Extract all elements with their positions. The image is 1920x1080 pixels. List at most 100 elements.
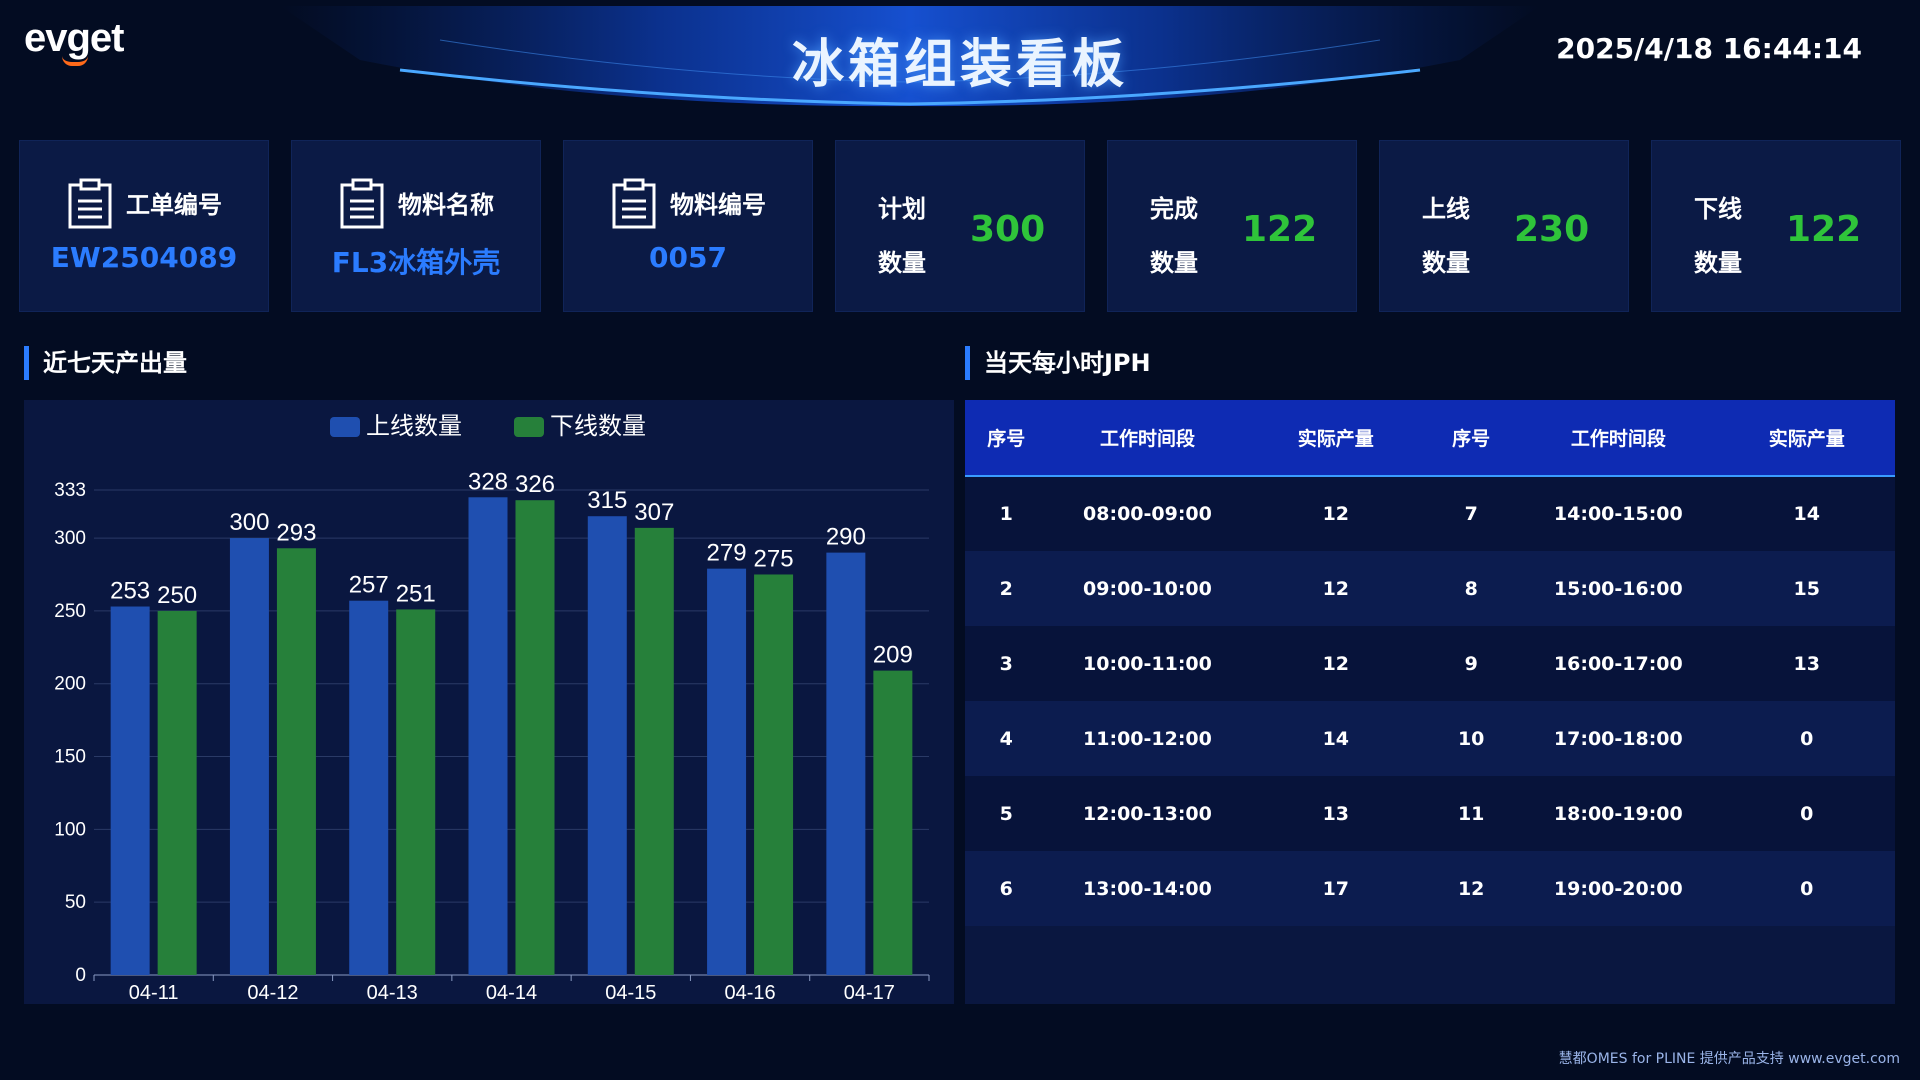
data-label: 328 [468, 468, 508, 495]
material-code-label: 物料编号 [670, 191, 766, 219]
bar-offline [634, 527, 674, 975]
table-cell: 15:00-16:00 [1518, 551, 1719, 626]
card-material-code: 物料编号 0057 [563, 140, 813, 312]
x-tick-label: 04-13 [367, 982, 418, 1004]
table-cell: 10:00-11:00 [1047, 626, 1248, 701]
card-work-order: 工单编号 EW2504089 [19, 140, 269, 312]
output-bar-chart: 0 50 100 150 200 250 300 333 上线数量 下线数量 253 250 04-11… [54, 412, 930, 1004]
card-material-name: 物料名称 FL3冰箱外壳 [291, 140, 541, 312]
table-row: 1 08:00-09:00 12 7 14:00-15:00 14 [965, 476, 1895, 551]
data-label: 307 [634, 499, 674, 526]
data-label: 251 [396, 580, 436, 607]
table-cell: 18:00-19:00 [1518, 776, 1719, 851]
done-value: 122 [1242, 209, 1318, 250]
y-tick-label: 250 [54, 601, 86, 622]
data-label: 300 [229, 509, 269, 536]
data-label: 326 [515, 471, 555, 498]
bar-online [468, 497, 508, 975]
bar-online [110, 606, 150, 975]
table-cell: 12 [1247, 476, 1425, 551]
bar-offline [873, 670, 913, 975]
material-name-label: 物料名称 [398, 191, 494, 219]
x-tick-label: 04-14 [486, 982, 537, 1004]
y-tick-label: 50 [65, 892, 86, 913]
table-cell: 0 [1718, 776, 1895, 851]
table-cell: 12:00-13:00 [1047, 776, 1248, 851]
table-cell: 14:00-15:00 [1518, 476, 1719, 551]
table-cell: 17 [1247, 851, 1425, 926]
clipboard-icon [68, 178, 112, 229]
table-cell: 13 [1718, 626, 1895, 701]
table-cell: 0 [1718, 701, 1895, 776]
data-label: 275 [754, 545, 794, 572]
data-label: 257 [349, 572, 389, 599]
evget-logo: evget [24, 16, 124, 60]
data-label: 279 [707, 540, 747, 567]
table-cell: 12 [1424, 851, 1519, 926]
logo-smile-icon [62, 56, 88, 66]
table-section-title: 当天每小时JPH [965, 346, 1151, 380]
table-cell: 17:00-18:00 [1518, 701, 1719, 776]
table-row: 6 13:00-14:00 17 12 19:00-20:00 0 [965, 851, 1895, 926]
table-cell: 7 [1424, 476, 1519, 551]
table-cell: 9 [1424, 626, 1519, 701]
x-tick-label: 04-17 [844, 982, 895, 1004]
bar-offline [515, 500, 555, 975]
table-row: 2 09:00-10:00 12 8 15:00-16:00 15 [965, 551, 1895, 626]
offline-label-1: 下线 [1694, 195, 1742, 223]
table-cell: 1 [965, 476, 1048, 551]
table-cell: 3 [965, 626, 1048, 701]
card-plan-qty: 计划 数量 300 [835, 140, 1085, 312]
table-cell: 11:00-12:00 [1047, 701, 1248, 776]
table-cell: 12 [1247, 551, 1425, 626]
table-cell: 13:00-14:00 [1047, 851, 1248, 926]
x-tick-label: 04-12 [247, 982, 298, 1004]
plan-label-2: 数量 [878, 249, 926, 277]
jph-table-panel: 序号 工作时间段 实际产量 序号 工作时间段 实际产量 1 08:00-09:00 12 7 14… [965, 400, 1895, 1004]
material-name-value: FL3冰箱外壳 [331, 246, 501, 279]
table-header-cell: 工作时间段 [1518, 400, 1719, 477]
done-label-2: 数量 [1150, 249, 1198, 277]
data-label: 293 [276, 519, 316, 546]
x-tick-label: 04-16 [724, 982, 775, 1004]
table-cell: 2 [965, 551, 1048, 626]
card-offline-qty: 下线 数量 122 [1651, 140, 1901, 312]
table-cell: 12 [1247, 626, 1425, 701]
y-tick-label: 300 [54, 528, 86, 549]
y-tick-label: 0 [75, 965, 86, 986]
x-tick-label: 04-11 [129, 982, 179, 1004]
table-cell: 6 [965, 851, 1048, 926]
legend-label: 上线数量 [366, 412, 462, 440]
card-online-qty: 上线 数量 230 [1379, 140, 1629, 312]
y-tick-label: 200 [54, 674, 86, 695]
table-row: 4 11:00-12:00 14 10 17:00-18:00 0 [965, 701, 1895, 776]
offline-value: 122 [1786, 209, 1862, 250]
footer-credit: 慧都OMES for PLINE 提供产品支持 www.evget.com [1558, 1051, 1900, 1067]
table-cell: 13 [1247, 776, 1425, 851]
legend-swatch [330, 417, 360, 437]
table-cell: 15 [1718, 551, 1895, 626]
material-code-value: 0057 [649, 241, 727, 274]
jph-table: 序号 工作时间段 实际产量 序号 工作时间段 实际产量 1 08:00-09:00 12 7 14… [965, 400, 1895, 926]
bar-offline [276, 548, 316, 975]
y-tick-label: 100 [54, 819, 86, 840]
bar-offline [396, 609, 436, 975]
bar-online [229, 538, 269, 975]
table-header-cell: 序号 [1424, 400, 1519, 477]
table-body: 1 08:00-09:00 12 7 14:00-15:00 14 2 09:00-10:00… [965, 476, 1895, 926]
table-row: 5 12:00-13:00 13 11 18:00-19:00 0 [965, 776, 1895, 851]
x-tick-label: 04-15 [605, 982, 656, 1004]
table-header-cell: 序号 [965, 400, 1048, 477]
table-cell: 14 [1247, 701, 1425, 776]
clipboard-icon [612, 178, 656, 229]
data-label: 209 [873, 642, 913, 669]
table-cell: 11 [1424, 776, 1519, 851]
table-row: 3 10:00-11:00 12 9 16:00-17:00 13 [965, 626, 1895, 701]
clipboard-icon [340, 178, 384, 229]
output-chart-panel: 0 50 100 150 200 250 300 333 上线数量 下线数量 253 250 04-11… [24, 400, 954, 1004]
bar-online [707, 568, 747, 975]
data-label: 253 [110, 578, 150, 605]
bar-offline [157, 610, 197, 975]
bar-offline [754, 574, 794, 975]
table-cell: 4 [965, 701, 1048, 776]
